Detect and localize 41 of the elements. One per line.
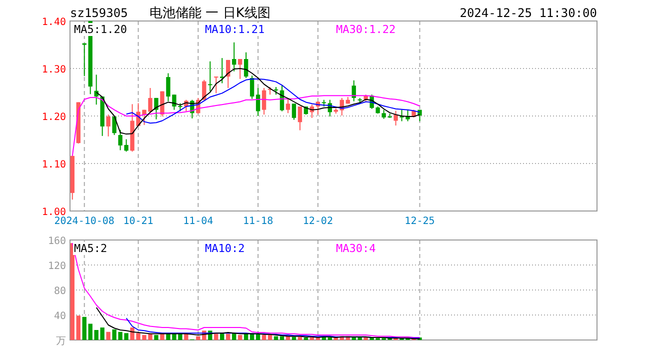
chart-subtitle: sz159305 bbox=[70, 6, 128, 20]
bar bbox=[262, 335, 266, 340]
text: MA5:1.20 bbox=[74, 23, 127, 36]
line-series bbox=[72, 242, 420, 338]
line-series bbox=[96, 307, 420, 340]
bar bbox=[70, 243, 74, 340]
y-tick-label: 160 bbox=[48, 236, 66, 247]
bar bbox=[214, 334, 218, 340]
bar bbox=[154, 335, 158, 340]
x-tick-label: 10-21 bbox=[123, 216, 154, 227]
y-tick-label: 1.00 bbox=[42, 207, 66, 218]
bar bbox=[106, 332, 110, 340]
y-tick-label: 1.20 bbox=[42, 112, 66, 123]
text: MA5:2 bbox=[74, 242, 108, 255]
x-tick-label: 11-04 bbox=[183, 216, 214, 227]
text: MA30:1.22 bbox=[336, 23, 396, 36]
bar bbox=[292, 336, 296, 340]
x-tick-label: 12-02 bbox=[302, 216, 333, 227]
y-tick-label: 1.30 bbox=[42, 64, 66, 76]
text: MA30:4 bbox=[336, 242, 376, 255]
y-tick-label: 80 bbox=[54, 286, 66, 297]
x-tick-label: 11-18 bbox=[242, 216, 274, 227]
bar bbox=[88, 324, 92, 340]
x-tick-label: 2024-10-08 bbox=[54, 216, 114, 227]
x-tick-label: 12-25 bbox=[404, 216, 435, 227]
bar bbox=[82, 316, 86, 340]
text: MA10:2 bbox=[205, 242, 245, 255]
y-tick-label: 1.40 bbox=[42, 17, 66, 28]
bar bbox=[76, 316, 80, 340]
bar bbox=[298, 336, 302, 340]
y-tick-label: 120 bbox=[48, 261, 66, 272]
y-tick-label: 40 bbox=[54, 311, 66, 322]
text: MA10:1.21 bbox=[205, 23, 265, 36]
text: 2024-12-25 11:30:00 bbox=[460, 6, 597, 20]
y-tick-label: 1.10 bbox=[42, 160, 66, 170]
bar bbox=[268, 335, 272, 340]
y-tick-label: 万 bbox=[56, 336, 66, 347]
chart-title: 电池储能 一 日K线图 bbox=[150, 6, 270, 21]
bar bbox=[220, 333, 224, 340]
bar bbox=[238, 335, 242, 340]
bar bbox=[226, 334, 230, 340]
